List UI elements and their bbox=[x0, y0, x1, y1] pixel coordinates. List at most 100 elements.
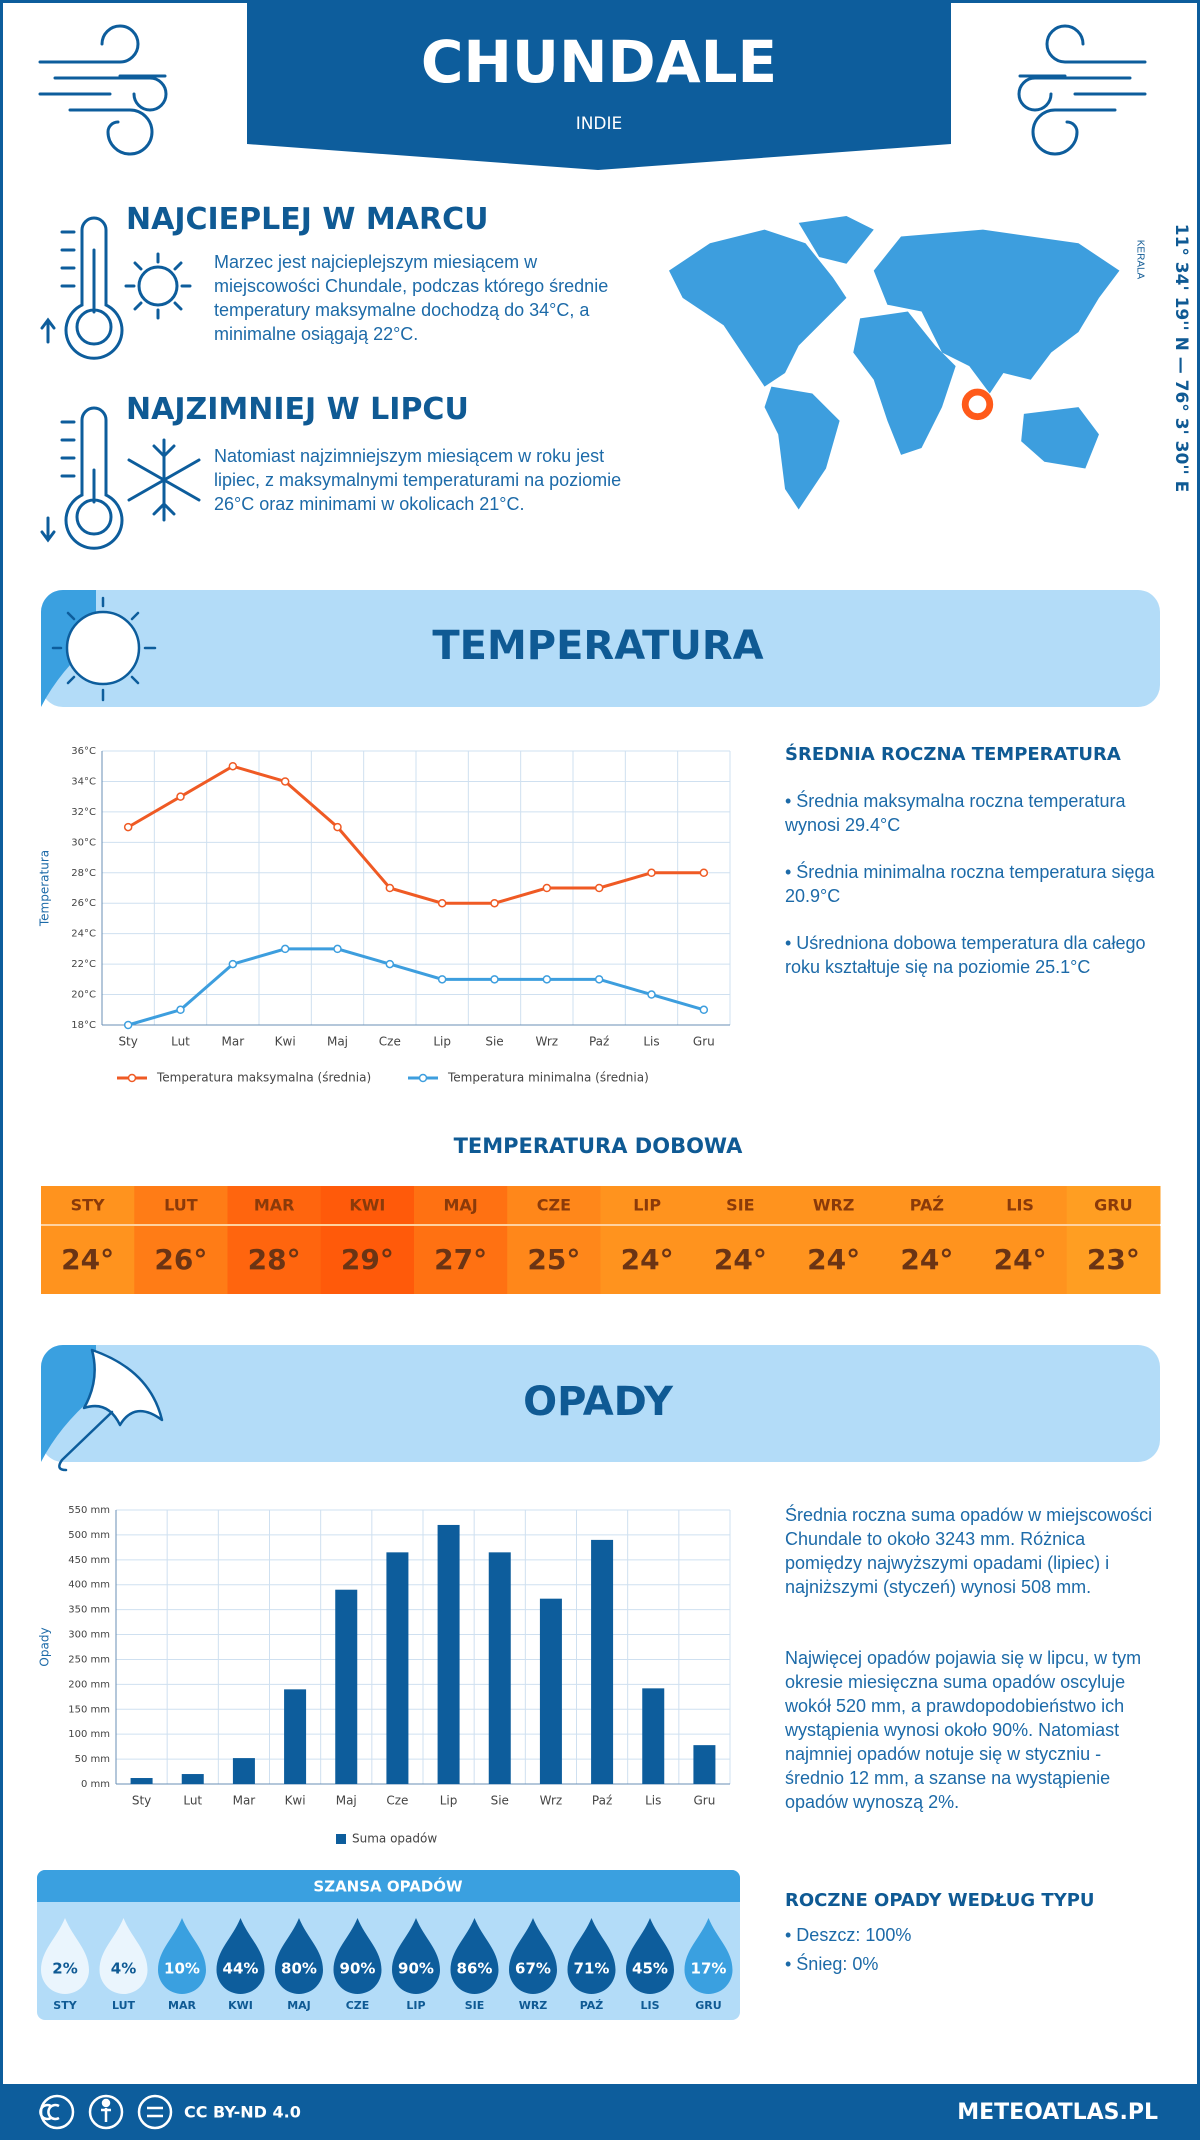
daily-cell bbox=[1066, 1226, 1161, 1294]
line-marker bbox=[176, 1005, 185, 1015]
x-tick-label: Paź bbox=[589, 1035, 609, 1049]
x-tick-label: Cze bbox=[386, 1794, 408, 1808]
rain-drop bbox=[509, 1918, 557, 1994]
daily-header-cell bbox=[507, 1186, 601, 1224]
chance-month: LIS bbox=[640, 1999, 659, 2012]
world-map bbox=[669, 216, 1120, 510]
daily-cell bbox=[880, 1226, 974, 1294]
x-tick-label: Sie bbox=[485, 1035, 503, 1049]
line-marker bbox=[490, 898, 499, 908]
chance-value: 80% bbox=[281, 1960, 317, 1978]
rain-drop bbox=[684, 1918, 733, 1994]
chance-header bbox=[37, 1870, 740, 1902]
header-banner bbox=[247, 0, 951, 170]
daily-header-cell bbox=[693, 1186, 788, 1224]
chance-month: MAJ bbox=[287, 1999, 311, 2012]
x-tick-label: Lis bbox=[643, 1035, 659, 1049]
daily-value: 24° bbox=[807, 1243, 860, 1276]
line-marker bbox=[647, 990, 656, 999]
chance-value: 44% bbox=[223, 1960, 259, 1978]
daily-value: 24° bbox=[621, 1243, 674, 1276]
y-tick-label: 34°C bbox=[71, 776, 96, 787]
daily-cell bbox=[414, 1226, 508, 1294]
y-tick-label: 200 mm bbox=[68, 1679, 110, 1690]
x-tick-label: Mar bbox=[222, 1035, 245, 1049]
y-tick-label: 36°C bbox=[71, 746, 96, 757]
bar bbox=[386, 1552, 409, 1784]
rain-drop bbox=[158, 1918, 206, 1994]
daily-header-cell bbox=[134, 1186, 228, 1224]
daily-month: KWI bbox=[349, 1196, 385, 1215]
country: INDIE bbox=[576, 114, 623, 134]
section-banner bbox=[41, 590, 1160, 707]
rain-drop bbox=[216, 1918, 265, 1994]
chance-value: 67% bbox=[515, 1960, 551, 1978]
bar bbox=[232, 1758, 255, 1784]
type-item: • Śnieg: 0% bbox=[785, 1954, 879, 1974]
daily-month: LIS bbox=[1006, 1196, 1034, 1215]
y-tick-label: 18°C bbox=[71, 1020, 96, 1031]
stats-title: ŚREDNIA ROCZNA TEMPERATURA bbox=[785, 744, 1121, 765]
daily-month: WRZ bbox=[813, 1196, 855, 1215]
section-title: OPADY bbox=[523, 1379, 674, 1425]
bar bbox=[591, 1539, 614, 1784]
daily-value: 27° bbox=[434, 1243, 487, 1276]
daily-header-cell bbox=[973, 1186, 1068, 1224]
footer bbox=[0, 2084, 1200, 2140]
y-tick-label: 250 mm bbox=[68, 1654, 110, 1665]
y-tick-label: 22°C bbox=[71, 959, 96, 970]
banner-corner bbox=[41, 1345, 96, 1462]
bar bbox=[539, 1598, 562, 1784]
sun-icon bbox=[51, 596, 157, 702]
x-tick-label: Paź bbox=[592, 1794, 612, 1808]
bar bbox=[181, 1774, 204, 1784]
x-tick-label: Lut bbox=[171, 1035, 190, 1049]
daily-cell bbox=[41, 1226, 135, 1294]
rain-drop bbox=[450, 1918, 499, 1994]
wind-icon bbox=[1017, 24, 1147, 156]
chance-value: 2% bbox=[52, 1960, 77, 1978]
chance-value: 90% bbox=[398, 1960, 434, 1978]
y-tick-label: 26°C bbox=[71, 898, 96, 909]
section-title: TEMPERATURA bbox=[432, 623, 763, 669]
stats-item: • Średnia maksymalna roczna temperatura … bbox=[785, 791, 1126, 835]
site: METEOATLAS.PL bbox=[957, 2100, 1158, 2125]
bar bbox=[335, 1589, 358, 1784]
daily-header-cell bbox=[880, 1186, 974, 1224]
daily-cell bbox=[227, 1226, 322, 1294]
rain-drop bbox=[392, 1918, 440, 1994]
line-marker bbox=[699, 1005, 709, 1015]
legend-swatch bbox=[336, 1834, 346, 1844]
bar bbox=[437, 1524, 460, 1784]
legend-label: Suma opadów bbox=[352, 1832, 437, 1846]
daily-month: MAJ bbox=[443, 1196, 477, 1215]
y-tick-label: 0 mm bbox=[81, 1779, 110, 1790]
daily-title: TEMPERATURA DOBOWA bbox=[454, 1134, 744, 1158]
cold-icon bbox=[40, 406, 201, 550]
x-tick-label: Gru bbox=[693, 1794, 715, 1808]
daily-month: LIP bbox=[633, 1196, 661, 1215]
y-tick-label: 20°C bbox=[71, 990, 96, 1001]
x-tick-label: Cze bbox=[379, 1035, 401, 1049]
warmest-title: NAJCIEPLEJ W MARCU bbox=[126, 202, 489, 237]
y-tick-label: 28°C bbox=[71, 868, 96, 879]
daily-cell bbox=[600, 1226, 695, 1294]
y-tick-label: 100 mm bbox=[68, 1729, 110, 1740]
chance-value: 4% bbox=[111, 1960, 136, 1978]
daily-month: LUT bbox=[164, 1196, 198, 1215]
daily-value: 28° bbox=[248, 1243, 301, 1276]
daily-value: 29° bbox=[341, 1243, 394, 1276]
line-marker bbox=[228, 761, 238, 771]
chance-month: GRU bbox=[695, 1999, 721, 2012]
x-tick-label: Mar bbox=[233, 1794, 256, 1808]
daily-value: 24° bbox=[61, 1243, 114, 1276]
y-tick-label: 450 mm bbox=[68, 1555, 110, 1566]
chance-month: MAR bbox=[168, 1999, 196, 2012]
daily-month: PAŹ bbox=[910, 1196, 944, 1215]
daily-cell bbox=[507, 1226, 601, 1294]
warm-icon bbox=[40, 216, 192, 360]
x-tick-label: Wrz bbox=[536, 1035, 559, 1049]
precip-text: Średnia roczna suma opadów w miejscowośc… bbox=[785, 1505, 1153, 1597]
